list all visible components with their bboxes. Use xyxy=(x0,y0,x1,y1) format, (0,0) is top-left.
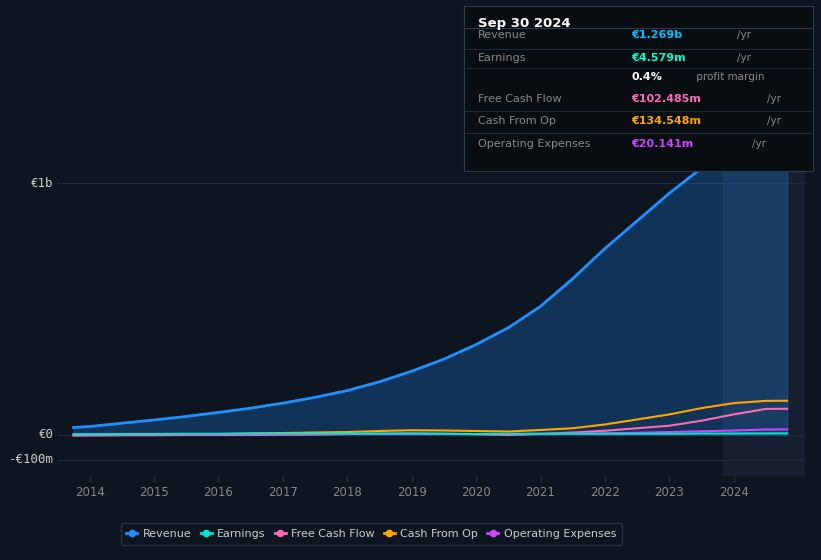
Text: 0.4%: 0.4% xyxy=(631,72,663,82)
Text: /yr: /yr xyxy=(767,116,781,126)
Text: /yr: /yr xyxy=(737,53,751,63)
Text: /yr: /yr xyxy=(737,30,751,40)
Text: Earnings: Earnings xyxy=(478,53,526,63)
Text: Revenue: Revenue xyxy=(478,30,526,40)
Legend: Revenue, Earnings, Free Cash Flow, Cash From Op, Operating Expenses: Revenue, Earnings, Free Cash Flow, Cash … xyxy=(121,524,621,545)
Text: €1.269b: €1.269b xyxy=(631,30,682,40)
Text: €102.485m: €102.485m xyxy=(631,94,701,104)
Text: Cash From Op: Cash From Op xyxy=(478,116,556,126)
Text: Sep 30 2024: Sep 30 2024 xyxy=(478,17,571,30)
Text: €0: €0 xyxy=(39,428,53,441)
Text: €20.141m: €20.141m xyxy=(631,138,694,148)
Text: /yr: /yr xyxy=(752,138,766,148)
Text: /yr: /yr xyxy=(767,94,781,104)
Text: Operating Expenses: Operating Expenses xyxy=(478,138,590,148)
Bar xyxy=(722,95,805,476)
Text: €4.579m: €4.579m xyxy=(631,53,686,63)
Text: Free Cash Flow: Free Cash Flow xyxy=(478,94,562,104)
Text: €1b: €1b xyxy=(31,176,53,190)
Text: profit margin: profit margin xyxy=(694,72,765,82)
Text: €134.548m: €134.548m xyxy=(631,116,701,126)
Text: -€100m: -€100m xyxy=(9,453,53,466)
